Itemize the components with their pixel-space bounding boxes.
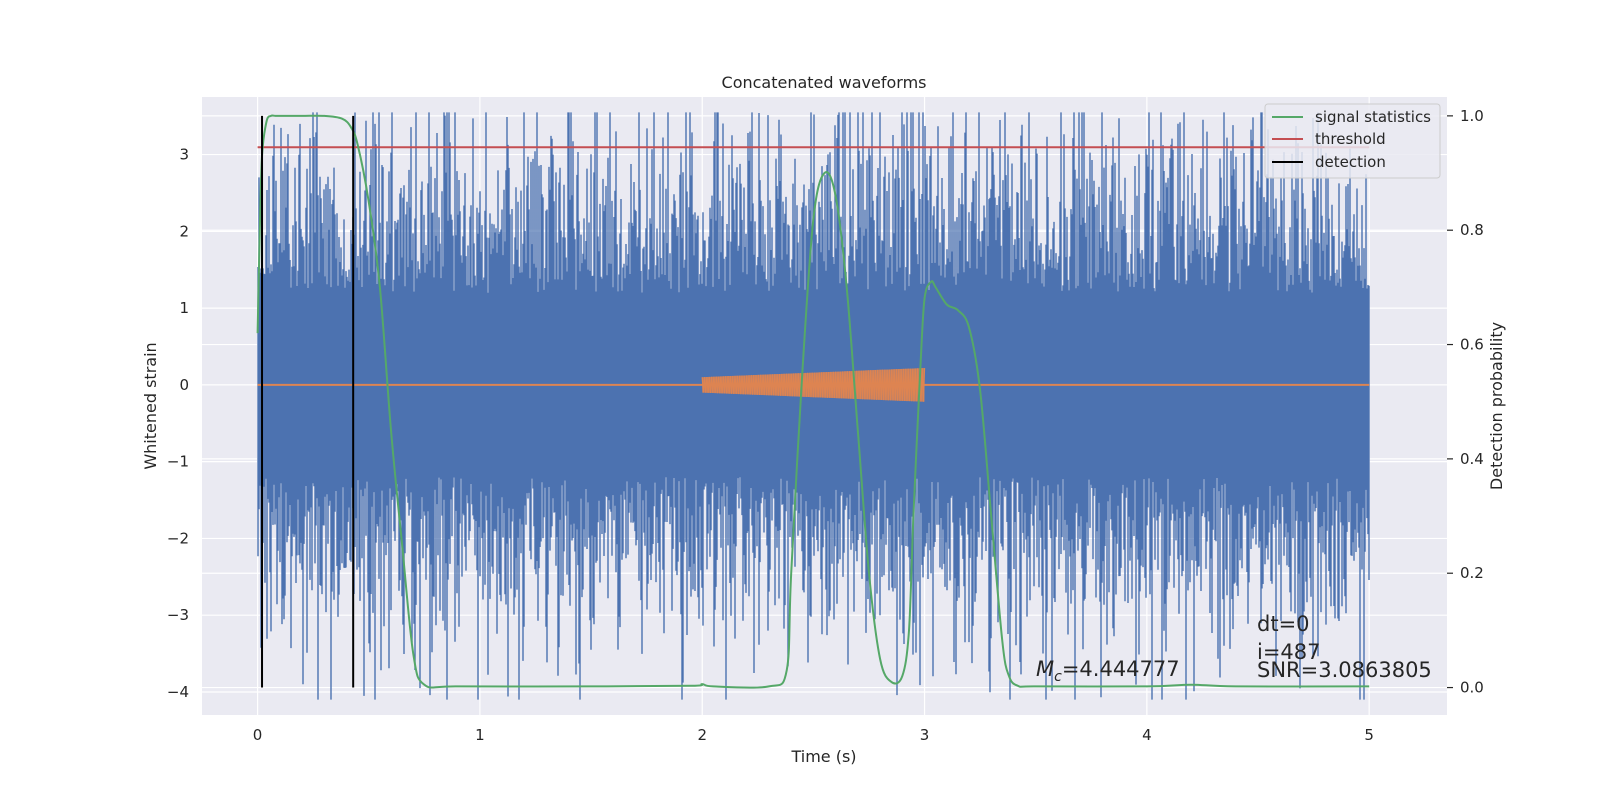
detection-series xyxy=(261,115,355,688)
legend-label-threshold: threshold xyxy=(1315,130,1386,148)
y2-tick-label: 0.2 xyxy=(1460,564,1484,582)
y2-tick-label: 0.8 xyxy=(1460,221,1484,239)
y-tick-label: −1 xyxy=(167,453,189,471)
signal-statistics-series xyxy=(256,114,1370,689)
x-tick-label: 4 xyxy=(1142,726,1152,744)
y-tick-label: 0 xyxy=(179,376,189,394)
legend: signal statistics threshold detection xyxy=(1264,103,1441,179)
y-tick-label: −4 xyxy=(167,683,189,701)
signal-statistics-curve xyxy=(256,114,1370,689)
y2-tick-label: 1.0 xyxy=(1460,107,1484,125)
y-axis-ticks: −4 −3 −2 −1 0 1 2 3 xyxy=(167,146,189,701)
annotation-chirp-mass: Mc=4.444777 xyxy=(1036,657,1180,685)
annotation-dt: dt=0 xyxy=(1257,612,1310,636)
annotation-chirp-mass-value: =4.444777 xyxy=(1062,657,1180,681)
y2-tick-label: 0.4 xyxy=(1460,450,1484,468)
y2-tick-label: 0.0 xyxy=(1460,679,1484,697)
y-tick-label: −3 xyxy=(167,606,189,624)
y-tick-label: 3 xyxy=(179,146,189,164)
y2-axis-label: Detection probability xyxy=(1487,322,1506,490)
legend-box xyxy=(1264,103,1441,179)
x-axis-ticks: 0 1 2 3 4 5 xyxy=(253,726,1374,744)
y-tick-label: 1 xyxy=(179,299,189,317)
annotation-snr: SNR=3.0863805 xyxy=(1257,658,1432,682)
y-axis-label: Whitened strain xyxy=(141,342,160,469)
x-tick-label: 3 xyxy=(920,726,930,744)
x-tick-label: 5 xyxy=(1364,726,1374,744)
annotation-chirp-mass-subscript: c xyxy=(1054,669,1062,685)
annotation-index: i=487 xyxy=(1257,640,1321,664)
x-tick-label: 0 xyxy=(253,726,263,744)
y2-tick-label: 0.6 xyxy=(1460,336,1484,354)
legend-label-detection: detection xyxy=(1315,153,1386,171)
x-tick-label: 1 xyxy=(475,726,485,744)
x-axis-label: Time (s) xyxy=(790,747,856,766)
y2-axis-ticks: 0.0 0.2 0.4 0.6 0.8 1.0 xyxy=(1447,107,1484,697)
y-tick-label: −2 xyxy=(167,529,189,547)
x-tick-label: 2 xyxy=(697,726,707,744)
chart-title: Concatenated waveforms xyxy=(722,73,927,92)
annotation-chirp-mass-symbol: M xyxy=(1036,657,1054,681)
y-tick-label: 2 xyxy=(179,222,189,240)
legend-label-signal-statistics: signal statistics xyxy=(1315,108,1431,126)
